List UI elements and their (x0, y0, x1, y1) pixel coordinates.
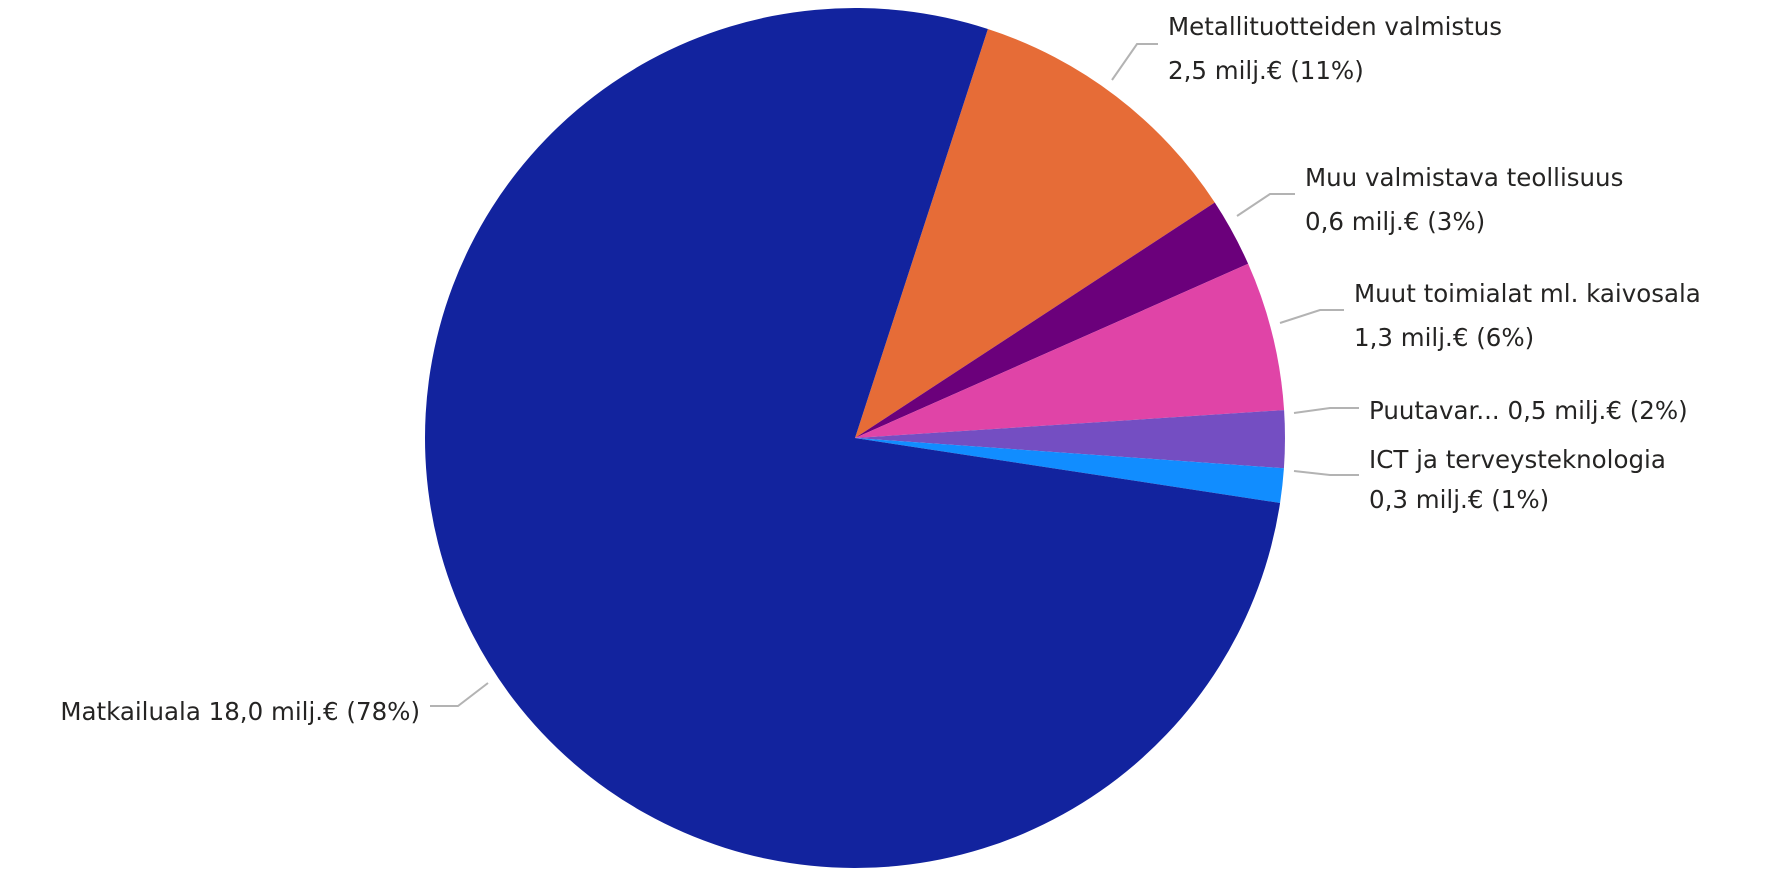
pie-slice-matkailuala[interactable] (424, 8, 1281, 869)
leader-line-muu-valmistava-teollisuus (1236, 193, 1295, 217)
data-label-ict-ja-terveysteknologia: ICT ja terveysteknologia 0,3 milj.€ (1%) (1369, 445, 1666, 514)
value-label: 1,3 milj.€ (6%) (1354, 323, 1534, 352)
value-label: 0,6 milj.€ (3%) (1305, 207, 1485, 236)
value-label: 0,3 milj.€ (1%) (1369, 485, 1549, 514)
value-label: 2,5 milj.€ (11%) (1168, 56, 1364, 85)
data-label-metallituotteiden-valmistus: Metallituotteiden valmistus 2,5 milj.€ (1… (1168, 12, 1502, 85)
pie-slice-ict-ja-terveysteknologia[interactable] (855, 438, 1284, 503)
data-label-muu-valmistava-teollisuus: Muu valmistava teollisuus 0,6 milj.€ (3%) (1305, 163, 1623, 236)
data-label-matkailuala: Matkailuala 18,0 milj.€ (78%) (60, 697, 420, 726)
pie-slice-muut-toimialat-ml-kaivosala[interactable] (855, 263, 1285, 438)
pie-slice-muu-valmistava-teollisuus[interactable] (855, 202, 1249, 439)
category-label: Muut toimialat ml. kaivosala (1354, 279, 1701, 308)
pie-slice-metallituotteiden-valmistus[interactable] (855, 29, 1215, 439)
leader-line-puutavar (1293, 407, 1359, 414)
pie-slices (424, 8, 1285, 869)
category-label: Metallituotteiden valmistus (1168, 12, 1502, 41)
category-label: Muu valmistava teollisuus (1305, 163, 1623, 192)
data-label-muut-toimialat-ml-kaivosala: Muut toimialat ml. kaivosala 1,3 milj.€ (… (1354, 279, 1701, 352)
data-labels: Metallituotteiden valmistus 2,5 milj.€ (1… (60, 12, 1700, 726)
leader-lines (430, 43, 1359, 707)
pie-slice-puutavar[interactable] (855, 410, 1285, 469)
leader-line-muut-toimialat-ml-kaivosala (1279, 309, 1344, 324)
leader-line-metallituotteiden-valmistus (1111, 43, 1158, 81)
category-value-label: Puutavar... 0,5 milj.€ (2%) (1369, 396, 1688, 425)
category-label: ICT ja terveysteknologia (1369, 445, 1666, 474)
category-value-label: Matkailuala 18,0 milj.€ (78%) (60, 697, 420, 726)
leader-line-ict-ja-terveysteknologia (1293, 470, 1359, 476)
leader-line-matkailuala (430, 682, 489, 707)
data-label-puutavar: Puutavar... 0,5 milj.€ (2%) (1369, 396, 1688, 425)
